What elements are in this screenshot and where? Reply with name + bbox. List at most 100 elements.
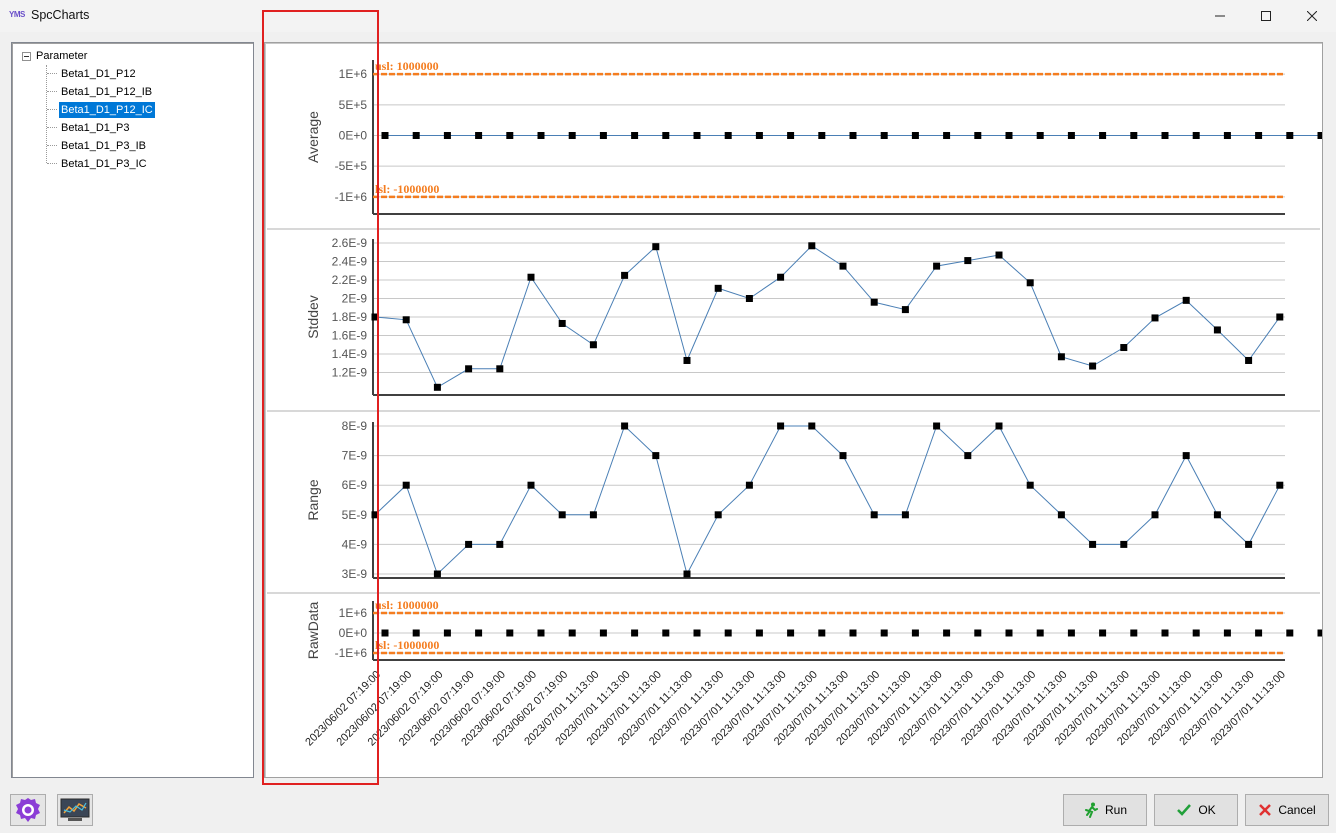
data-point-marker [880, 629, 888, 637]
tree-item-label: Beta1_D1_P3 [61, 121, 130, 134]
cancel-button[interactable]: Cancel [1245, 794, 1329, 826]
data-point-marker [943, 629, 951, 637]
data-point-marker [933, 422, 941, 430]
data-point-marker [631, 629, 639, 637]
data-point-marker [974, 629, 982, 637]
data-point-marker [683, 356, 691, 364]
y-tick-label: 1.4E-9 [332, 347, 368, 361]
data-point-marker [995, 251, 1003, 259]
parameter-tree[interactable]: Parameter Beta1_D1_P12 Beta1_D1_P12_IB Bet… [11, 42, 254, 778]
data-point-marker [1099, 629, 1107, 637]
tree-branch-line [47, 127, 57, 128]
tree-item[interactable]: Beta1_D1_P12 [47, 65, 138, 82]
data-point-marker [1057, 511, 1065, 519]
tree-item[interactable]: Beta1_D1_P12_IC [47, 101, 155, 118]
data-point-marker [1099, 132, 1107, 139]
data-point-marker [745, 295, 753, 302]
data-point-marker [880, 132, 888, 139]
data-point-marker [901, 306, 909, 314]
data-point-marker [808, 422, 816, 430]
data-point-marker [777, 422, 785, 430]
data-point-marker [1276, 313, 1284, 321]
collapse-toggle-icon[interactable] [22, 51, 31, 61]
tree-item[interactable]: Beta1_D1_P3_IC [47, 155, 149, 172]
tree-branch-line [47, 145, 57, 146]
data-point-marker [870, 511, 878, 519]
spec-limit-label: lsl: -1000000 [375, 638, 439, 652]
tree-item-label: Beta1_D1_P12 [61, 67, 136, 80]
spc-chart-panel: 1E+6 5E+5 0E+0 -5E+5 -1E+6 Average usl: 100000… [264, 42, 1323, 778]
data-point-marker [1151, 314, 1159, 322]
data-point-marker [1005, 629, 1013, 637]
data-point-marker [1286, 629, 1294, 637]
data-point-marker [496, 365, 504, 373]
data-point-marker [1161, 629, 1169, 637]
run-button[interactable]: Run [1063, 794, 1147, 826]
data-point-marker [1026, 279, 1034, 287]
minimize-button[interactable] [1197, 0, 1243, 32]
data-point-marker [506, 629, 514, 637]
tree-branch-line [47, 91, 57, 92]
data-point-marker [839, 452, 847, 460]
data-point-marker [870, 298, 878, 306]
data-point-marker [933, 262, 941, 270]
data-point-marker [911, 132, 919, 139]
data-point-marker [755, 132, 763, 139]
data-point-marker [1036, 629, 1044, 637]
data-point-marker [412, 132, 420, 139]
y-axis-title: Average [305, 111, 321, 163]
data-point-marker [714, 511, 722, 519]
data-point-marker [1213, 511, 1221, 519]
data-point-marker [527, 273, 535, 281]
data-point-marker [839, 262, 847, 270]
data-point-marker [849, 629, 857, 637]
settings-button[interactable] [10, 794, 46, 826]
data-point-marker [1120, 344, 1128, 352]
data-point-marker [1089, 362, 1097, 370]
gear-icon [16, 798, 40, 822]
x-cross-icon [1258, 803, 1272, 817]
y-tick-label: 1.6E-9 [332, 329, 368, 343]
data-point-marker [599, 132, 607, 139]
data-point-marker [1223, 629, 1231, 637]
cancel-button-label: Cancel [1278, 803, 1316, 817]
data-point-marker [652, 452, 660, 460]
data-point-marker [371, 511, 379, 519]
tree-item-label: Beta1_D1_P12_IC [59, 101, 155, 118]
chart-view-button[interactable] [57, 794, 93, 826]
tree-root-node[interactable]: Parameter [22, 50, 87, 62]
run-button-label: Run [1104, 803, 1127, 817]
close-button[interactable] [1289, 0, 1335, 32]
tree-item[interactable]: Beta1_D1_P12_IB [47, 83, 154, 100]
data-point-marker [506, 132, 514, 139]
tree-branch-line [47, 163, 57, 164]
data-point-marker [443, 132, 451, 139]
data-point-marker [693, 132, 701, 139]
maximize-button[interactable] [1243, 0, 1289, 32]
data-point-marker [724, 132, 732, 139]
title-bar[interactable]: YMS SpcCharts [0, 0, 1336, 32]
data-point-marker [621, 422, 629, 430]
data-point-marker [849, 132, 857, 139]
series-line [374, 425, 1281, 576]
y-tick-label: 8E-9 [342, 419, 368, 433]
data-point-marker [537, 132, 545, 139]
y-tick-label: 2.6E-9 [332, 236, 368, 250]
data-point-marker [1005, 132, 1013, 139]
minimize-icon [1215, 15, 1225, 17]
data-point-marker [777, 273, 785, 281]
data-point-marker [475, 629, 483, 637]
ok-button[interactable]: OK [1154, 794, 1238, 826]
data-point-marker [1089, 540, 1097, 548]
data-point-marker [402, 316, 410, 324]
data-point-marker [1067, 629, 1075, 637]
data-point-marker [475, 132, 483, 139]
data-point-marker [901, 511, 909, 519]
data-point-marker [1120, 540, 1128, 548]
data-point-marker [714, 284, 722, 292]
tree-item[interactable]: Beta1_D1_P3_IB [47, 137, 148, 154]
data-point-marker [652, 243, 660, 251]
app-logo-icon: YMS [9, 10, 25, 19]
tree-item[interactable]: Beta1_D1_P3 [47, 119, 132, 136]
tree-item-label: Beta1_D1_P3_IB [61, 139, 147, 152]
